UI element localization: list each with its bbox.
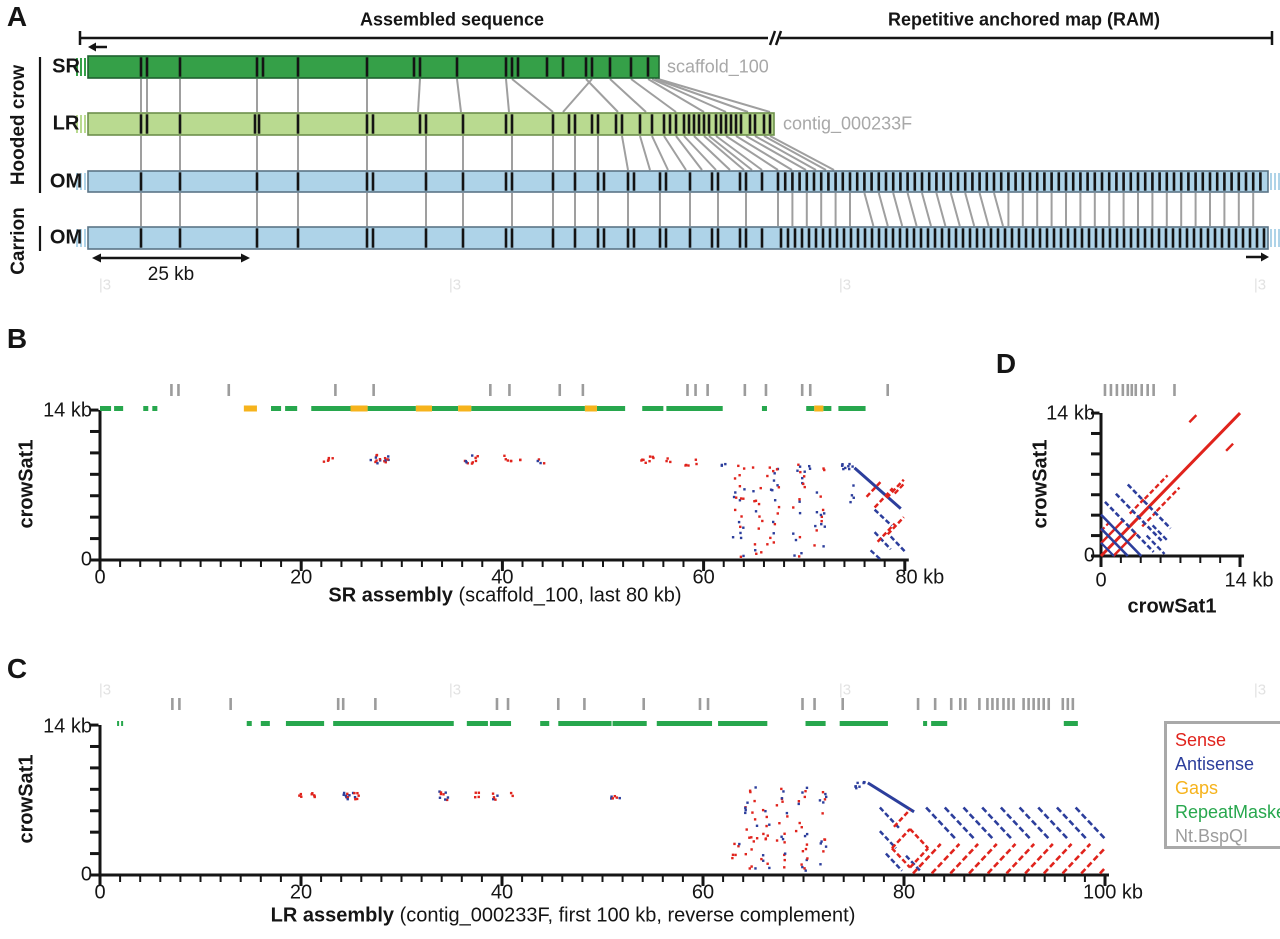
panel-c-ymin-label: 0 — [80, 863, 92, 886]
panel-d-letter: D — [995, 348, 1017, 379]
panel-d-ylabel: crowSat1 — [1029, 439, 1052, 529]
panel-c-ymax-label: 14 kb — [43, 715, 92, 738]
row-label-lr: LR — [52, 112, 80, 135]
panel-d-ymax-label: 14 kb — [1046, 402, 1095, 425]
watermark-mark-3: |3 — [1253, 276, 1267, 294]
panel-c-xlabel: LR assembly (contig_000233F, first 100 k… — [270, 904, 856, 927]
x-tick-label-c-3: 60 — [691, 881, 715, 904]
watermark-mark-4: |3 — [98, 681, 112, 699]
x-tick-label-d-1: 14 kb — [1224, 569, 1274, 592]
panel-c-letter: C — [6, 653, 28, 684]
panel-b-letter: B — [6, 323, 28, 354]
legend-item-gaps: Gaps — [1175, 778, 1219, 798]
watermark-mark-5: |3 — [448, 681, 462, 699]
legend-item-antisense: Antisense — [1175, 754, 1255, 774]
group-label-carrion: Carrion — [8, 207, 29, 275]
panel-c-ylabel: crowSat1 — [15, 754, 38, 844]
x-tick-label-c-2: 40 — [490, 881, 514, 904]
x-tick-label-b-0: 0 — [94, 566, 106, 589]
legend-item-sense: Sense — [1175, 730, 1227, 750]
x-tick-label-c-0: 0 — [94, 881, 106, 904]
row-label-om2: OM — [49, 226, 83, 249]
x-tick-label-c-1: 20 — [289, 881, 313, 904]
assembled-sequence-label: Assembled sequence — [359, 9, 545, 30]
group-label-hooded-crow: Hooded crow — [8, 64, 29, 186]
ram-label: Repetitive anchored map (RAM) — [887, 9, 1161, 30]
x-tick-label-c-4: 80 — [892, 881, 916, 904]
watermark-mark-7: |3 — [1253, 681, 1267, 699]
watermark-mark-1: |3 — [448, 276, 462, 294]
x-tick-label-c-5: 100 kb — [1082, 881, 1144, 904]
x-tick-label-b-4: 80 kb — [895, 566, 945, 589]
panel-b-xlabel: SR assembly (scaffold_100, last 80 kb) — [328, 584, 682, 607]
watermark-mark-6: |3 — [838, 681, 852, 699]
legend-item-ntbspqi: Nt.BspQI — [1175, 826, 1249, 846]
row-label-sr: SR — [52, 55, 80, 78]
panel-b-ylabel: crowSat1 — [15, 439, 38, 529]
scaffold-name-label: scaffold_100 — [667, 56, 769, 77]
watermark-mark-2: |3 — [838, 276, 852, 294]
row-label-om1: OM — [49, 170, 83, 193]
x-tick-label-d-0: 0 — [1095, 569, 1107, 592]
x-tick-label-b-2: 40 — [491, 566, 514, 589]
panel-a-letter: A — [6, 1, 28, 32]
contig-name-label: contig_000233F — [783, 113, 913, 134]
panel-b-ymax-label: 14 kb — [43, 399, 92, 422]
panel-b-ymin-label: 0 — [80, 548, 92, 571]
panel-d-xlabel: crowSat1 — [1127, 595, 1217, 618]
legend: Sense Antisense Gaps RepeatMasker Nt.Bsp… — [1164, 721, 1280, 849]
x-tick-label-b-3: 60 — [692, 566, 715, 589]
panel-d-ymin-label: 0 — [1083, 544, 1095, 567]
x-tick-label-b-1: 20 — [290, 566, 313, 589]
legend-item-repeatmasker: RepeatMasker — [1175, 802, 1280, 822]
watermark-mark-0: |3 — [98, 276, 112, 294]
scale-bar-label: 25 kb — [147, 264, 195, 285]
